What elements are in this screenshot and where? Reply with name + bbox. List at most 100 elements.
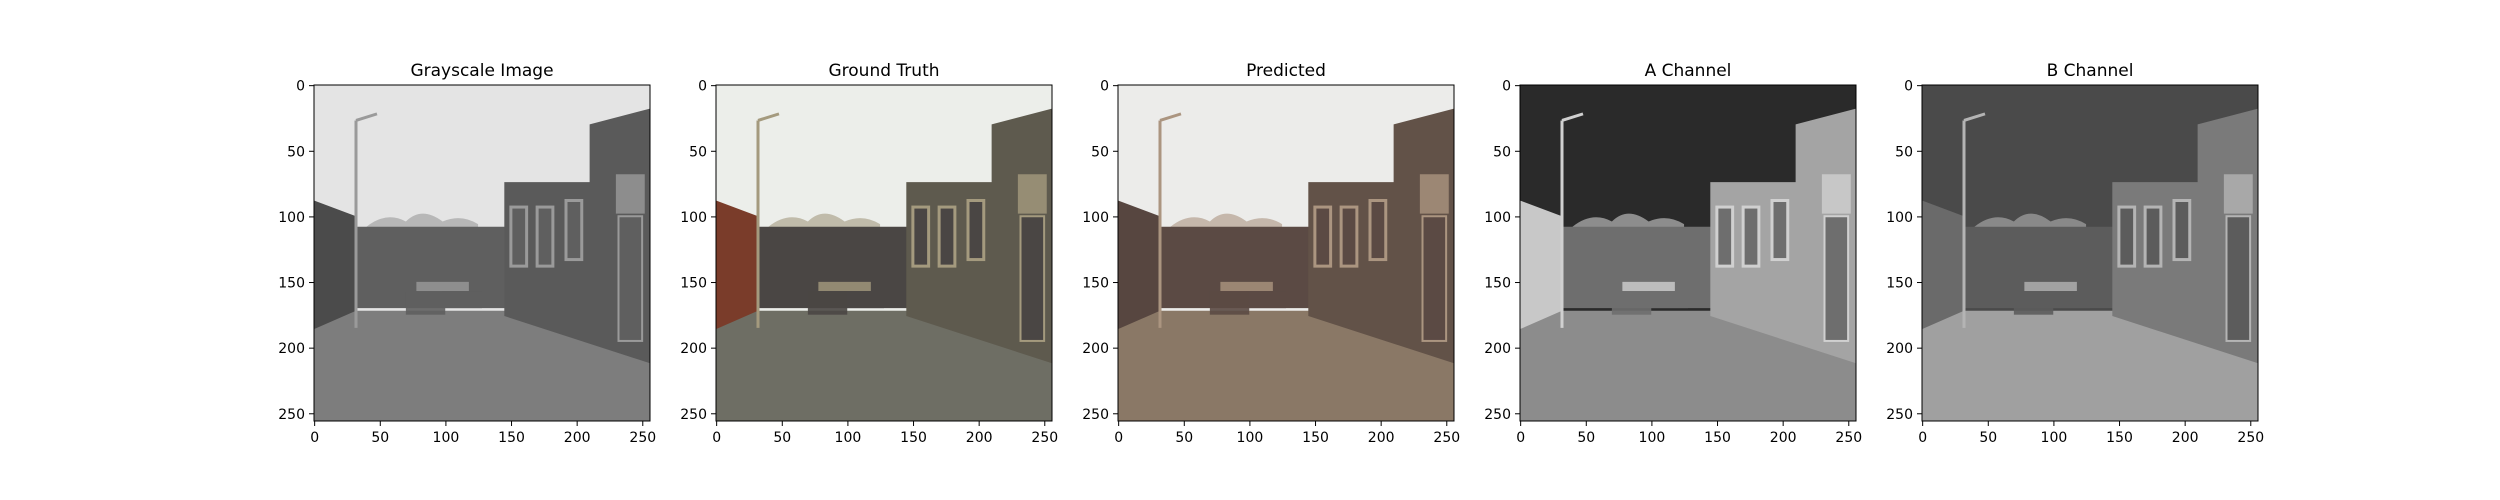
window: [2172, 199, 2192, 262]
picnic-table: [2024, 281, 2077, 292]
image-content: [1520, 85, 1856, 421]
image-panel: Predicted 0 50 100 150 200 250 0 50 100 150 200 250: [1082, 61, 1460, 446]
x-tick-label: 200: [1770, 430, 1797, 446]
y-tick-label: 100: [680, 210, 707, 226]
x-tick-label: 200: [2172, 430, 2199, 446]
x-tick-label: 50: [1577, 430, 1595, 446]
lamp-arm: [355, 112, 378, 122]
y-tick-label: 200: [1886, 341, 1913, 357]
window: [1313, 205, 1333, 268]
image-panel: Grayscale Image 0 50 100 150 200 250 0 50 100 150 2…: [278, 61, 656, 446]
y-tick-label: 0: [1904, 79, 1913, 95]
picnic-bench: [807, 291, 848, 315]
window: [937, 205, 957, 268]
x-tick-label: 0: [310, 430, 319, 446]
window: [911, 205, 931, 268]
x-tick-label: 0: [712, 430, 721, 446]
sign: [615, 174, 645, 214]
window: [1715, 205, 1735, 268]
y-tick-label: 150: [1082, 276, 1109, 292]
window: [2117, 205, 2137, 268]
image-content: [314, 85, 650, 421]
panel-title: A Channel: [1645, 61, 1732, 81]
x-tick-label: 200: [564, 430, 591, 446]
picnic-table: [1220, 281, 1273, 292]
y-tick-label: 50: [1493, 144, 1511, 160]
y-tick-label: 0: [1100, 79, 1109, 95]
left-wall: [1520, 200, 1562, 330]
lamp-arm: [1963, 112, 1986, 122]
x-tick-label: 0: [1114, 430, 1123, 446]
y-tick-label: 50: [287, 144, 305, 160]
axes-frame: [313, 84, 651, 422]
sign: [1821, 174, 1851, 214]
y-tick-label: 150: [278, 276, 305, 292]
axes-frame: [715, 84, 1053, 422]
axes-frame: [1921, 84, 2259, 422]
left-wall: [1118, 200, 1160, 330]
door: [1421, 215, 1448, 342]
y-tick-label: 200: [680, 341, 707, 357]
picnic-bench: [2013, 291, 2054, 315]
window: [1368, 199, 1388, 262]
x-tick-label: 250: [1031, 430, 1058, 446]
y-tick-label: 100: [1886, 210, 1913, 226]
y-tick-label: 150: [680, 276, 707, 292]
picnic-bench: [405, 291, 446, 315]
left-wall: [716, 200, 758, 330]
sign: [2223, 174, 2253, 214]
y-tick-label: 100: [1082, 210, 1109, 226]
x-tick-label: 250: [2237, 430, 2264, 446]
image-panel: Ground Truth 0 50 100 150 200 250 0 50 100 150 200 2…: [680, 61, 1058, 446]
x-tick-label: 50: [1979, 430, 1997, 446]
y-tick-label: 150: [1886, 276, 1913, 292]
window: [1770, 199, 1790, 262]
door: [2225, 215, 2252, 342]
picnic-bench: [1246, 291, 1286, 309]
window: [564, 199, 584, 262]
y-tick-label: 50: [1895, 144, 1913, 160]
lamp-arm: [1159, 112, 1182, 122]
window: [2143, 205, 2163, 268]
y-tick-label: 150: [1484, 276, 1511, 292]
picnic-bench: [442, 291, 482, 309]
image-content: [1922, 85, 2258, 421]
image-content: [1118, 85, 1454, 421]
door: [617, 215, 644, 342]
y-tick-label: 100: [278, 210, 305, 226]
ground-region: [1520, 310, 1856, 421]
panel-title: B Channel: [2047, 61, 2134, 81]
image-panel: B Channel 0 50 100 150 200 250 0 50 100 150 200 250: [1886, 61, 2264, 446]
sign: [1419, 174, 1449, 214]
window: [535, 205, 555, 268]
axes-frame: [1519, 84, 1857, 422]
y-tick-label: 250: [1886, 407, 1913, 423]
image-content: [716, 85, 1052, 421]
sign: [1017, 174, 1047, 214]
y-tick-label: 200: [278, 341, 305, 357]
x-tick-label: 50: [1175, 430, 1193, 446]
x-tick-label: 150: [1704, 430, 1731, 446]
ground-region: [314, 310, 650, 421]
x-tick-label: 100: [1237, 430, 1264, 446]
x-tick-label: 150: [1302, 430, 1329, 446]
y-tick-label: 200: [1484, 341, 1511, 357]
y-tick-label: 0: [296, 79, 305, 95]
x-tick-label: 150: [2106, 430, 2133, 446]
panel-title: Predicted: [1246, 61, 1326, 81]
y-tick-label: 100: [1484, 210, 1511, 226]
window: [1741, 205, 1761, 268]
lamp-arm: [757, 112, 780, 122]
y-tick-label: 0: [698, 79, 707, 95]
image-panel: A Channel 0 50 100 150 200 250 0 50 100 150 200 250: [1484, 61, 1862, 446]
y-tick-label: 200: [1082, 341, 1109, 357]
x-tick-label: 100: [433, 430, 460, 446]
door: [1019, 215, 1046, 342]
panel-title: Ground Truth: [828, 61, 939, 81]
x-tick-label: 200: [1368, 430, 1395, 446]
x-tick-label: 150: [900, 430, 927, 446]
left-wall: [1922, 200, 1964, 330]
y-tick-label: 250: [278, 407, 305, 423]
axes-frame: [1117, 84, 1455, 422]
